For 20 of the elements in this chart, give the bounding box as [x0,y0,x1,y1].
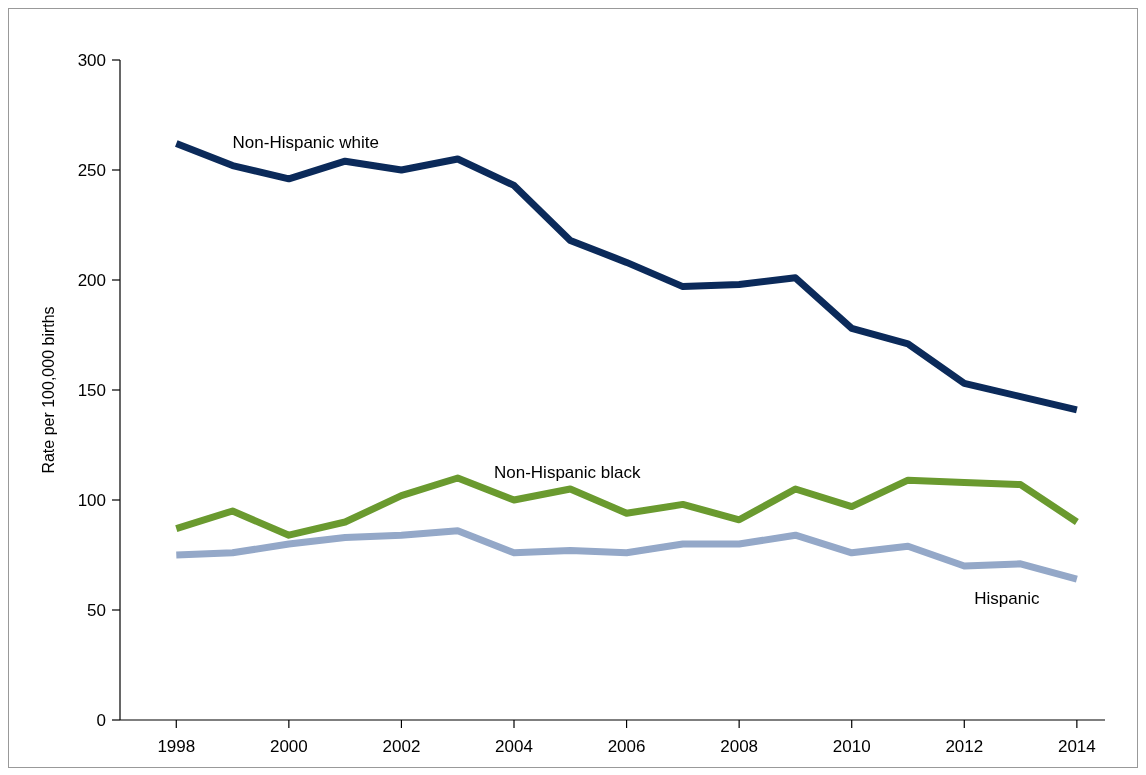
y-tick-label: 50 [87,600,106,620]
x-tick-label: 2004 [495,737,533,756]
x-tick-label: 1998 [157,737,196,756]
series-label: Hispanic [974,589,1040,608]
x-tick-label: 2006 [607,737,646,756]
y-tick-label: 100 [77,490,106,510]
y-tick-label: 250 [77,160,106,180]
series-label: Non-Hispanic white [232,132,380,152]
y-tick-label: 150 [77,380,106,400]
x-tick-label: 2010 [832,737,871,756]
series-label: Non-Hispanic black [494,463,641,482]
x-tick-label: 2008 [720,737,759,756]
y-axis-title: Rate per 100,000 births [40,306,57,474]
y-tick-label: 300 [77,50,106,70]
x-tick-label: 2000 [269,737,308,756]
x-tick-label: 2012 [945,737,984,756]
x-tick-label: 2014 [1057,737,1096,756]
y-tick-label: 0 [96,710,106,730]
y-tick-label: 200 [77,270,106,290]
x-tick-label: 2002 [382,737,421,756]
